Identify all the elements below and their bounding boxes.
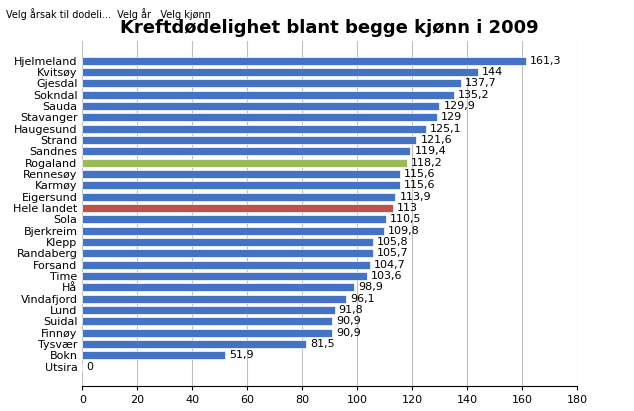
Bar [82,91,454,99]
Text: 96,1: 96,1 [351,294,375,304]
Text: 98,9: 98,9 [358,282,383,292]
Bar [82,181,400,189]
Bar [82,329,332,337]
Text: 103,6: 103,6 [371,271,403,281]
Bar [82,261,370,269]
Bar [82,68,478,76]
Text: 91,8: 91,8 [339,305,363,315]
Text: 113: 113 [397,203,418,213]
Text: 113,9: 113,9 [399,192,431,202]
Text: 115,6: 115,6 [404,180,436,190]
Text: 90,9: 90,9 [336,328,361,338]
Title: Kreftdødelighet blant begge kjønn i 2009: Kreftdødelighet blant begge kjønn i 2009 [120,19,539,37]
Bar [82,284,354,291]
Text: 0: 0 [86,362,94,372]
Bar [82,79,461,88]
Bar [82,227,384,235]
Text: 109,8: 109,8 [388,226,420,236]
Text: 104,7: 104,7 [374,260,406,270]
Bar [82,351,225,359]
Text: 129: 129 [441,113,462,122]
Bar [82,113,437,121]
Bar [82,238,373,246]
Bar [82,125,426,133]
Bar [82,340,306,348]
Text: 115,6: 115,6 [404,169,436,179]
Text: 105,8: 105,8 [377,237,409,247]
Text: 144: 144 [482,67,503,77]
Text: 135,2: 135,2 [458,90,489,100]
Bar [82,215,386,223]
Text: 129,9: 129,9 [443,101,476,111]
Bar [82,204,393,212]
Text: 121,6: 121,6 [420,135,452,145]
Bar [82,295,346,302]
Text: 110,5: 110,5 [390,215,422,224]
Text: 81,5: 81,5 [311,339,335,349]
Text: 118,2: 118,2 [411,158,443,168]
Text: Velg årsak til dodeli...  Velg år   Velg kjønn: Velg årsak til dodeli... Velg år Velg kj… [6,9,211,20]
Bar [82,148,410,155]
Text: 105,7: 105,7 [377,248,408,259]
Bar [82,306,335,314]
Bar [82,170,400,178]
Bar [82,136,417,144]
Bar [82,249,373,257]
Text: 125,1: 125,1 [430,124,462,134]
Bar [82,57,526,65]
Text: 51,9: 51,9 [229,350,254,360]
Text: 90,9: 90,9 [336,316,361,326]
Text: 161,3: 161,3 [529,56,561,66]
Bar [82,272,367,280]
Bar [82,317,332,326]
Bar [82,159,407,167]
Bar [82,102,439,110]
Bar [82,193,396,201]
Text: 137,7: 137,7 [465,79,496,88]
Text: 119,4: 119,4 [415,146,446,157]
